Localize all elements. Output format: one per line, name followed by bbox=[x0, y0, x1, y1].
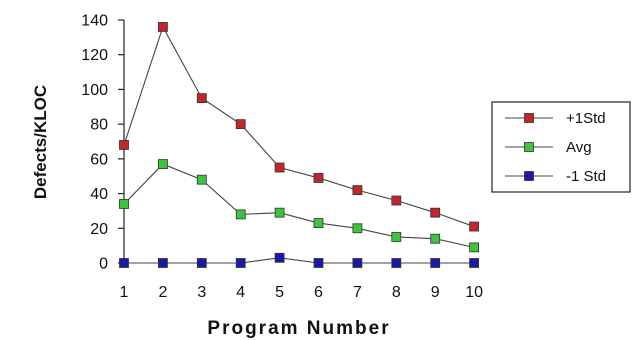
data-point bbox=[119, 140, 129, 150]
data-point bbox=[391, 258, 402, 268]
data-point bbox=[313, 258, 324, 268]
x-tick-label: 7 bbox=[353, 284, 362, 301]
y-tick-label: 140 bbox=[81, 13, 108, 30]
data-point bbox=[313, 218, 324, 228]
x-axis-title: Program Number bbox=[207, 318, 390, 339]
data-point bbox=[352, 185, 363, 196]
x-tick-label: 3 bbox=[197, 284, 206, 301]
y-tick-label: 120 bbox=[81, 47, 108, 64]
y-tick-label: 20 bbox=[90, 221, 108, 238]
legend-label: +1Std bbox=[566, 110, 606, 127]
data-point bbox=[119, 199, 129, 209]
x-tick-label: 10 bbox=[465, 284, 483, 301]
y-tick-label: 80 bbox=[90, 117, 108, 134]
series-line bbox=[123, 25, 475, 228]
data-point bbox=[157, 159, 168, 169]
data-point bbox=[430, 233, 441, 244]
data-point bbox=[469, 221, 480, 232]
y-tick-label: 0 bbox=[99, 256, 108, 273]
data-point bbox=[274, 207, 285, 218]
data-point bbox=[352, 258, 363, 268]
data-point bbox=[196, 258, 207, 268]
data-point bbox=[235, 119, 246, 130]
legend-marker bbox=[524, 113, 534, 123]
data-point bbox=[274, 162, 285, 173]
data-point bbox=[469, 242, 480, 253]
data-point bbox=[157, 258, 168, 268]
data-point bbox=[430, 207, 441, 218]
series-line bbox=[123, 163, 475, 248]
data-point bbox=[235, 209, 246, 220]
x-tick-label: 6 bbox=[314, 284, 323, 301]
series-lines bbox=[123, 25, 475, 264]
x-tick-label: 9 bbox=[431, 284, 440, 301]
y-tick-label: 60 bbox=[90, 151, 108, 168]
x-tick-label: 2 bbox=[158, 284, 167, 301]
legend: +1Std Avg -1 Std bbox=[491, 101, 631, 193]
data-point bbox=[391, 195, 402, 206]
y-axis-title-text: Defects/KLOC bbox=[31, 85, 50, 199]
y-axis-title: Defects/KLOC bbox=[31, 85, 50, 199]
x-tick-label: 8 bbox=[392, 284, 401, 301]
data-point bbox=[274, 252, 285, 263]
series-markers bbox=[119, 22, 480, 268]
data-point bbox=[391, 232, 402, 242]
axes: 0 20 40 60 80 100 120 140 1 2 3 4 5 6 7 8 9 10 bbox=[81, 13, 483, 302]
data-point bbox=[119, 258, 129, 268]
data-point bbox=[196, 174, 207, 185]
data-point bbox=[157, 22, 168, 32]
data-point bbox=[352, 223, 363, 234]
data-point bbox=[313, 173, 324, 183]
y-tick-label: 100 bbox=[81, 82, 108, 99]
series-line bbox=[124, 257, 475, 264]
legend-label: Avg bbox=[566, 139, 592, 156]
y-tick-label: 40 bbox=[90, 186, 108, 203]
x-tick-label: 5 bbox=[275, 284, 284, 301]
data-point bbox=[196, 93, 207, 104]
legend-label: -1 Std bbox=[566, 168, 606, 185]
legend-marker bbox=[524, 142, 534, 152]
data-point bbox=[469, 258, 480, 268]
x-tick-label: 1 bbox=[120, 284, 129, 301]
data-point bbox=[235, 258, 246, 268]
data-point bbox=[430, 258, 441, 268]
legend-marker bbox=[524, 171, 534, 181]
x-tick-label: 4 bbox=[236, 284, 245, 301]
